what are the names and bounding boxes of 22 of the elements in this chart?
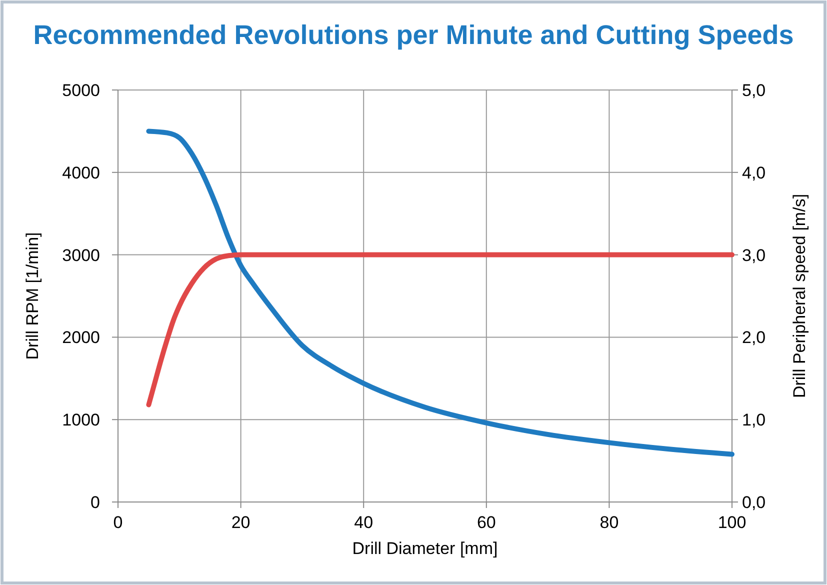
y-axis-title: Drill RPM [1/min] (23, 232, 42, 360)
x-tick-label: 80 (600, 513, 619, 532)
y-tick-label: 4000 (62, 163, 100, 182)
chart-title: Recommended Revolutions per Minute and Cutting Speeds (33, 20, 794, 50)
y-tick-label: 1000 (62, 410, 100, 430)
y2-axis-title: Drill Peripheral speed [m/s] (790, 194, 809, 398)
y2-tick-label: 0,0 (742, 493, 766, 512)
y-tick-label: 5000 (62, 81, 100, 100)
x-axis-title: Drill Diameter [mm] (352, 539, 498, 558)
y-tick-label: 0 (90, 493, 100, 512)
y2-tick-label: 3,0 (742, 246, 766, 265)
x-tick-label: 40 (354, 513, 374, 532)
x-tick-label: 60 (476, 513, 496, 532)
x-tick-label: 0 (113, 513, 123, 532)
y2-tick-label: 5,0 (742, 81, 766, 100)
y-tick-label: 2000 (62, 328, 100, 348)
y2-tick-label: 4,0 (742, 163, 766, 182)
x-tick-label: 20 (231, 513, 250, 532)
y2-tick-label: 2,0 (742, 328, 766, 348)
y2-tick-label: 1,0 (742, 410, 766, 430)
x-tick-label: 100 (718, 513, 746, 532)
y-tick-label: 3000 (62, 246, 100, 265)
